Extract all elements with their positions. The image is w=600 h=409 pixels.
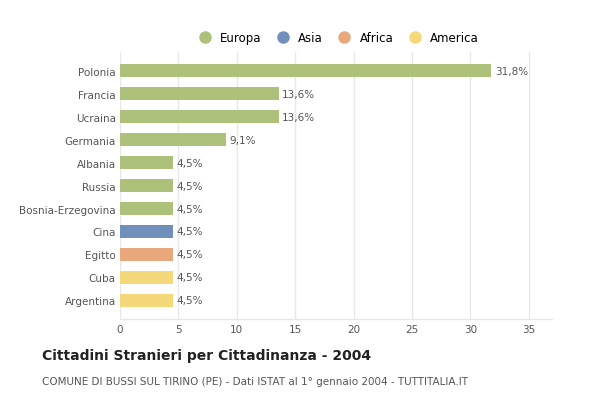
Bar: [120, 134, 226, 146]
Bar: [120, 157, 173, 169]
Bar: [120, 294, 173, 307]
Text: 4,5%: 4,5%: [176, 227, 203, 237]
Text: Cittadini Stranieri per Cittadinanza - 2004: Cittadini Stranieri per Cittadinanza - 2…: [42, 348, 371, 362]
Text: 31,8%: 31,8%: [495, 67, 528, 76]
Bar: [120, 203, 173, 215]
Legend: Europa, Asia, Africa, America: Europa, Asia, Africa, America: [188, 27, 484, 49]
Text: 4,5%: 4,5%: [176, 181, 203, 191]
Bar: [120, 111, 279, 124]
Text: 13,6%: 13,6%: [282, 90, 316, 99]
Text: COMUNE DI BUSSI SUL TIRINO (PE) - Dati ISTAT al 1° gennaio 2004 - TUTTITALIA.IT: COMUNE DI BUSSI SUL TIRINO (PE) - Dati I…: [42, 377, 468, 387]
Text: 4,5%: 4,5%: [176, 250, 203, 260]
Bar: [120, 88, 279, 101]
Text: 13,6%: 13,6%: [282, 112, 316, 122]
Text: 4,5%: 4,5%: [176, 204, 203, 214]
Bar: [120, 180, 173, 192]
Text: 9,1%: 9,1%: [230, 135, 256, 145]
Text: 4,5%: 4,5%: [176, 296, 203, 306]
Text: 4,5%: 4,5%: [176, 273, 203, 283]
Bar: [120, 226, 173, 238]
Bar: [120, 272, 173, 284]
Bar: [120, 249, 173, 261]
Bar: [120, 65, 491, 78]
Text: 4,5%: 4,5%: [176, 158, 203, 168]
